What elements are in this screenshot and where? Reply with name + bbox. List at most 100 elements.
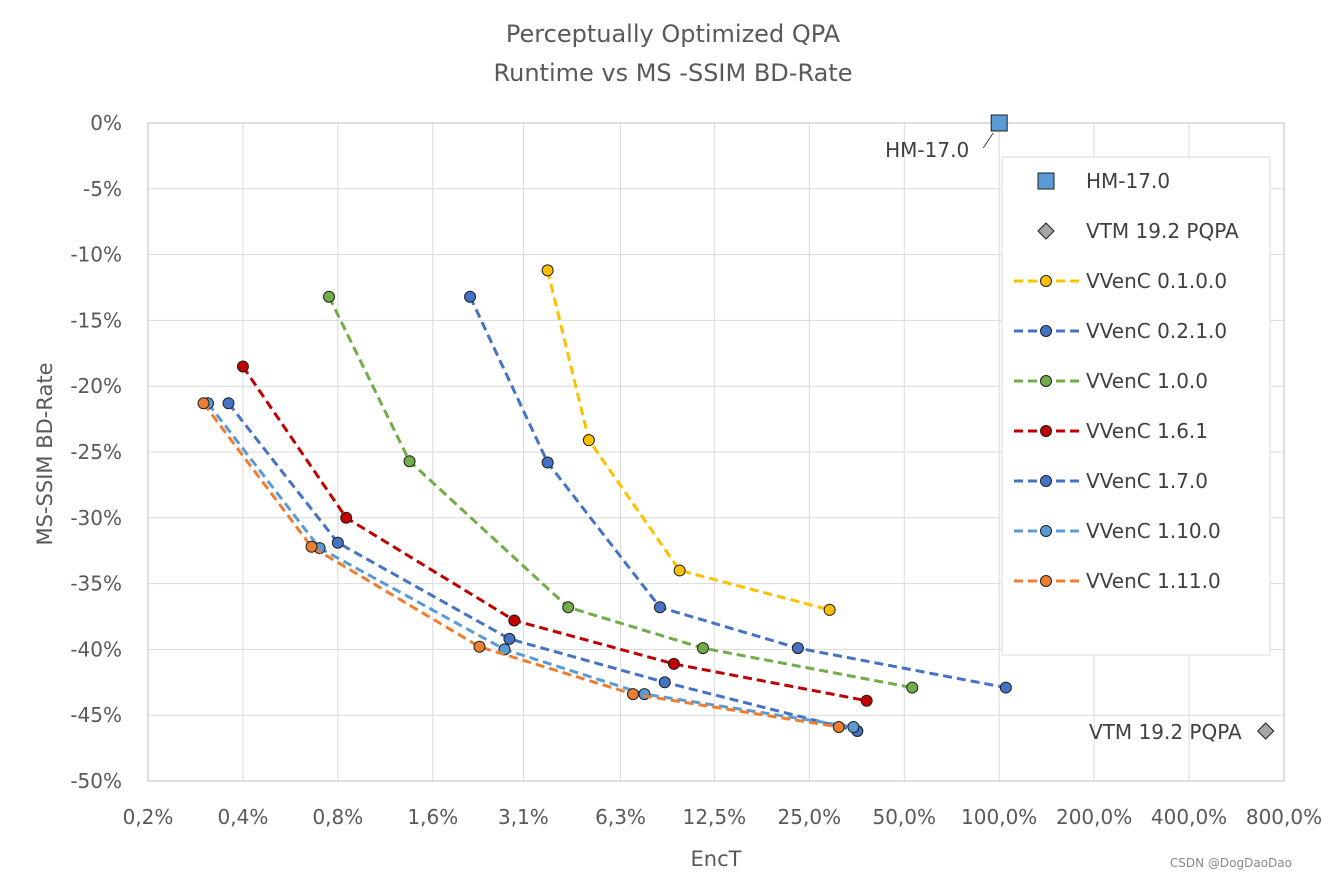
- y-tick-label: -30%: [70, 506, 122, 530]
- watermark: CSDN @DogDaoDao: [1169, 856, 1292, 870]
- legend-item-vvenc-1-10-0: VVenC 1.10.0: [1014, 519, 1221, 543]
- data-point-vvenc-1-11-0: [473, 640, 486, 653]
- series-vvenc-0-2-1-0: [464, 290, 1012, 694]
- series-group: [197, 114, 1275, 740]
- x-tick-label: 800,0%: [1246, 805, 1322, 829]
- x-tick-label: 1,6%: [407, 805, 458, 829]
- x-tick-label: 100,0%: [961, 805, 1037, 829]
- data-point-vvenc-0-1-0-0: [673, 564, 686, 577]
- legend-box: [1001, 156, 1271, 656]
- data-point-vvenc-1-6-1: [508, 614, 521, 627]
- legend-label: VVenC 1.7.0: [1086, 469, 1208, 493]
- chart-title-line-2: Runtime vs MS -SSIM BD-Rate: [494, 59, 853, 87]
- x-tick-label: 3,1%: [498, 805, 549, 829]
- y-tick-label: -10%: [70, 243, 122, 267]
- legend-item-vvenc-0-1-0-0: VVenC 0.1.0.0: [1014, 269, 1227, 293]
- legend-marker: [1037, 222, 1055, 240]
- legend-item-vvenc-1-0-0: VVenC 1.0.0: [1014, 369, 1208, 393]
- x-tick-label: 6,3%: [595, 805, 646, 829]
- series-line-vvenc-1-7-0: [227, 402, 858, 733]
- y-tick-label: -50%: [70, 769, 122, 793]
- data-point-vvenc-1-0-0: [403, 455, 416, 468]
- data-point-vvenc-1-11-0: [197, 397, 210, 410]
- chart-title-group: Perceptually Optimized QPA Runtime vs MS …: [494, 20, 853, 87]
- data-point-vvenc-1-7-0: [331, 536, 344, 549]
- legend-marker: [1040, 575, 1052, 587]
- legend-item-vvenc-1-7-0: VVenC 1.7.0: [1014, 469, 1208, 493]
- y-tick-label: -40%: [70, 637, 122, 661]
- grid-group: [147, 122, 1285, 782]
- legend-label: VVenC 1.11.0: [1086, 569, 1221, 593]
- y-tick-label: -25%: [70, 440, 122, 464]
- legend-label: VVenC 1.6.1: [1086, 419, 1208, 443]
- series-hm-17-0: [990, 114, 1008, 132]
- annotations-group: HM-17.0 VTM 19.2 PQPA: [885, 132, 1242, 744]
- y-axis-label: MS-SSIM BD-Rate: [33, 363, 57, 546]
- legend-marker: [1040, 475, 1052, 487]
- series-vvenc-1-7-0: [222, 397, 864, 737]
- legend-marker: [1040, 275, 1052, 287]
- x-tick-label: 25,0%: [778, 805, 842, 829]
- x-tick-label: 50,0%: [872, 805, 936, 829]
- data-point-hm-17-0: [990, 114, 1008, 132]
- data-point-vvenc-1-6-1: [340, 511, 353, 524]
- series-vvenc-1-0-0: [323, 290, 919, 694]
- legend-item-vvenc-1-6-1: VVenC 1.6.1: [1014, 419, 1208, 443]
- annotation-hm-17-0: HM-17.0: [885, 138, 969, 162]
- legend-label: VVenC 0.2.1.0: [1086, 319, 1227, 343]
- annotation-leader-hm-17-0: [982, 132, 994, 149]
- legend-label: VVenC 1.0.0: [1086, 369, 1208, 393]
- data-point-vvenc-1-0-0: [562, 601, 575, 614]
- y-tick-label: -15%: [70, 308, 122, 332]
- legend-item-vtm-19-2-pqpa: VTM 19.2 PQPA: [1037, 219, 1239, 243]
- y-tick-label: 0%: [90, 111, 122, 135]
- series-vvenc-1-11-0: [197, 397, 845, 734]
- data-point-vvenc-1-11-0: [626, 688, 639, 701]
- data-point-vvenc-1-11-0: [832, 721, 845, 734]
- data-point-vvenc-1-11-0: [305, 540, 318, 553]
- data-point-vvenc-0-2-1-0: [653, 601, 666, 614]
- x-tick-label: 0,8%: [312, 805, 363, 829]
- y-tick-label: -45%: [70, 703, 122, 727]
- x-tick-label: 0,4%: [218, 805, 269, 829]
- data-point-vvenc-1-6-1: [860, 694, 873, 707]
- y-tick-label: -5%: [83, 177, 122, 201]
- data-point-vvenc-1-7-0: [503, 632, 516, 645]
- data-point-vtm-19-2-pqpa: [1257, 722, 1275, 740]
- legend-label: VTM 19.2 PQPA: [1086, 219, 1239, 243]
- data-point-vvenc-1-10-0: [847, 721, 860, 734]
- series-vvenc-0-1-0-0: [541, 264, 836, 616]
- data-point-vvenc-0-2-1-0: [541, 456, 554, 469]
- legend-item-hm-17-0: HM-17.0: [1037, 169, 1170, 193]
- chart-title-line-1: Perceptually Optimized QPA: [506, 20, 841, 48]
- y-tick-label: -35%: [70, 572, 122, 596]
- data-point-vvenc-0-1-0-0: [582, 434, 595, 447]
- tick-labels-group: 0% -5% -10% -15% -20% -25% -30% -35% -40% -45% -50…: [70, 111, 1322, 829]
- series-vtm-19-2-pqpa: [1257, 722, 1275, 740]
- x-tick-label: 12,5%: [683, 805, 747, 829]
- plot-area-border: [147, 122, 1285, 782]
- data-point-vvenc-1-0-0: [906, 681, 919, 694]
- legend-marker: [1040, 525, 1052, 537]
- data-point-vvenc-1-6-1: [236, 360, 249, 373]
- legend-marker: [1040, 325, 1052, 337]
- data-point-vvenc-1-7-0: [222, 397, 235, 410]
- x-axis-label: EncT: [691, 847, 742, 871]
- series-vvenc-1-10-0: [202, 397, 860, 734]
- axis-labels-group: EncT MS-SSIM BD-Rate: [33, 363, 742, 871]
- legend-group: HM-17.0 VTM 19.2 PQPA VVenC 0.1.0.0 VVenC 0…: [1001, 156, 1271, 656]
- data-point-vvenc-0-2-1-0: [464, 290, 477, 303]
- series-vvenc-1-6-1: [236, 360, 873, 707]
- legend-label: VVenC 0.1.0.0: [1086, 269, 1227, 293]
- data-point-vvenc-1-0-0: [323, 290, 336, 303]
- data-point-vvenc-0-1-0-0: [541, 264, 554, 277]
- legend-item-vvenc-0-2-1-0: VVenC 0.2.1.0: [1014, 319, 1227, 343]
- series-line-vvenc-0-1-0-0: [546, 270, 830, 612]
- data-point-vvenc-0-2-1-0: [999, 681, 1012, 694]
- x-tick-label: 200,0%: [1056, 805, 1132, 829]
- legend-item-vvenc-1-11-0: VVenC 1.11.0: [1014, 569, 1221, 593]
- data-point-vvenc-1-6-1: [667, 657, 680, 670]
- legend-label: HM-17.0: [1086, 169, 1170, 193]
